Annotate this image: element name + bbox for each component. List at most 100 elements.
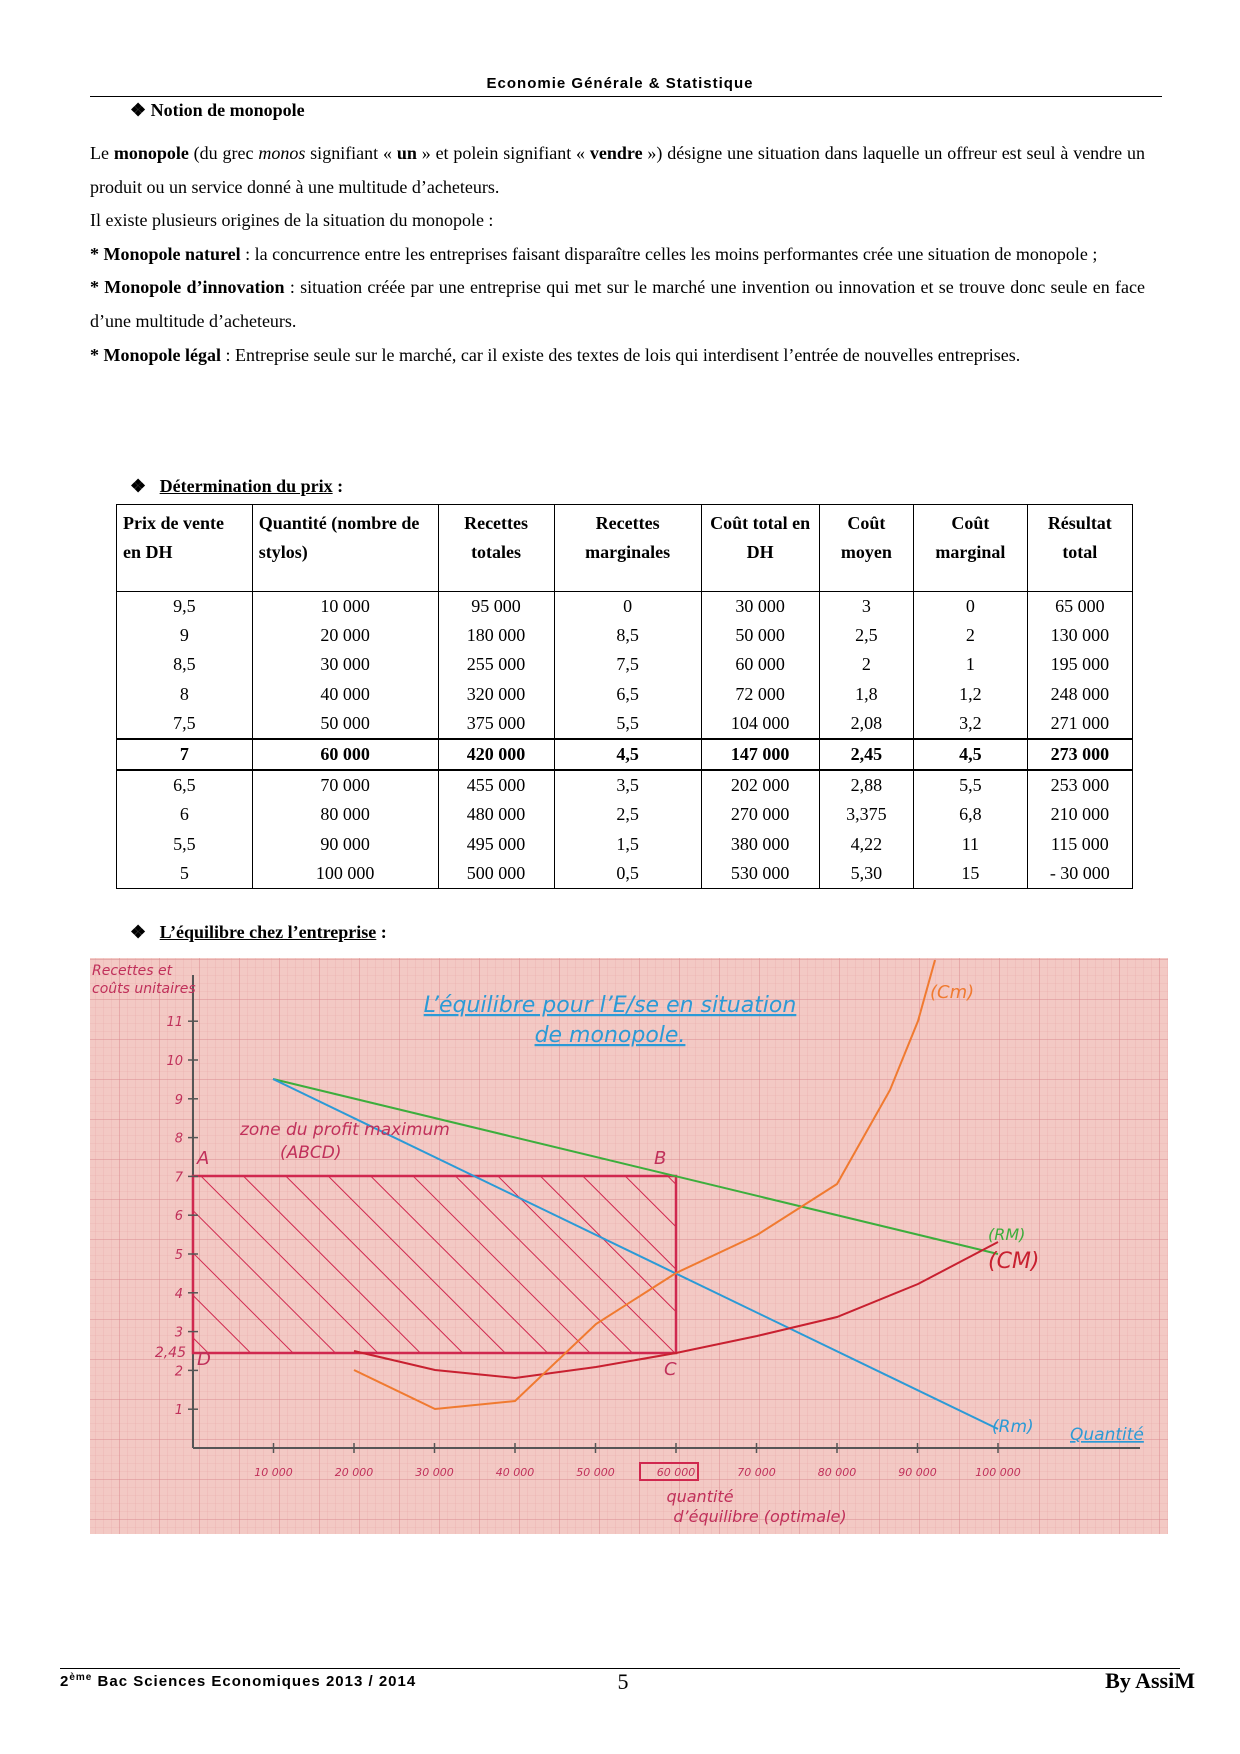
table-cell: 195 000 — [1026, 650, 1134, 680]
text: Le — [90, 143, 114, 163]
section-title: ❖ L’équilibre chez l’entreprise : — [130, 922, 387, 943]
table-cell: 9 — [116, 621, 253, 651]
table-cell: 7,5 — [553, 650, 702, 680]
table-cell: 30 000 — [700, 591, 820, 622]
graph-title: L’équilibre pour l’E/se en situation — [424, 993, 797, 1018]
table-cell: 8,5 — [553, 621, 702, 651]
equilibrium-box — [639, 1462, 699, 1481]
point-label: A — [196, 1148, 209, 1169]
x-tick-label: 50 000 — [576, 1466, 615, 1479]
table-cell: 7,5 — [116, 708, 253, 739]
table-cell: 147 000 — [700, 737, 820, 772]
table-cell: - 30 000 — [1026, 858, 1134, 889]
cm-marginal-curve — [353, 959, 936, 1411]
table-cell: 3,5 — [553, 770, 702, 801]
y-tick-label: 4 — [175, 1287, 183, 1302]
table-cell: 6 — [116, 800, 253, 830]
table-cell: 5,5 — [553, 708, 702, 739]
y-tick-label: 11 — [166, 1015, 183, 1030]
table-cell: 202 000 — [700, 770, 820, 801]
x-tick-label: 20 000 — [335, 1466, 374, 1479]
text: ème — [69, 1672, 93, 1683]
section-title: ❖ Détermination du prix : — [130, 476, 343, 497]
profit-zone — [191, 1174, 678, 1355]
table-cell: 4,22 — [818, 829, 915, 859]
table-row: 8 40 000 320 000 6,5 72 000 1,8 1,2 248 000 — [116, 679, 1134, 709]
x-axis-label: Quantité — [1070, 1425, 1144, 1445]
curve-label: (CM) — [988, 1249, 1040, 1274]
table-row: 9,5 10 000 95 000 0 30 000 3 0 65 000 — [116, 591, 1134, 622]
table-cell: 210 000 — [1026, 800, 1134, 830]
table-cell: 60 000 — [251, 737, 439, 772]
x-tick-label: 40 000 — [496, 1466, 535, 1479]
table-cell: 4,5 — [913, 737, 1028, 772]
y-tick-label: 7 — [175, 1170, 184, 1185]
table-cell: 6,5 — [116, 770, 253, 801]
footer-right: By AssiM — [1105, 1668, 1195, 1693]
table-cell: 6,5 — [553, 679, 702, 709]
table-cell: 530 000 — [700, 858, 820, 889]
table-cell: 0 — [553, 591, 702, 622]
table-cell: 8 — [116, 679, 253, 709]
text: signifiant « — [305, 143, 397, 163]
table-cell: 104 000 — [700, 708, 820, 739]
table-cell: 50 000 — [251, 708, 439, 739]
equilibrium-label: quantité — [666, 1487, 733, 1506]
x-tick-label: 10 000 — [254, 1466, 293, 1479]
body-text: Le monopole (du grec monos signifiant « … — [90, 137, 1145, 372]
header-title: Economie Générale & Statistique — [486, 75, 754, 92]
rm-average-curve — [272, 1078, 999, 1255]
table-cell: 65 000 — [1026, 591, 1134, 622]
text: Détermination du prix — [159, 476, 333, 496]
y-tick-label: 2 — [175, 1364, 183, 1379]
table-cell: 480 000 — [437, 800, 555, 830]
y-tick-label: 3 — [175, 1326, 183, 1341]
table-cell: 3,375 — [818, 800, 915, 830]
table-cell: 1,2 — [913, 679, 1028, 709]
text: : — [376, 922, 387, 942]
table-cell: 255 000 — [437, 650, 555, 680]
table-row: 8,5 30 000 255 000 7,5 60 000 2 1 195 000 — [116, 650, 1134, 680]
term: * Monopole légal — [90, 344, 221, 365]
header-rule — [90, 96, 1162, 97]
table-cell: 40 000 — [251, 679, 439, 709]
table-cell: 0,5 — [553, 858, 702, 889]
table-cell: 3,2 — [913, 708, 1028, 739]
y-tick-label: 10 — [166, 1054, 183, 1069]
table-cell: 5,5 — [116, 829, 253, 859]
table-cell: 2,45 — [818, 737, 915, 772]
text: : Entreprise seule sur le marché, car il… — [221, 344, 1021, 365]
table-body: 9,5 10 000 95 000 0 30 000 3 0 65 000 9 20 000 180… — [116, 591, 1134, 889]
table-row: 9 20 000 180 000 8,5 50 000 2,5 2 130 000 — [116, 621, 1134, 651]
point-label: B — [654, 1148, 666, 1169]
table-cell: 273 000 — [1026, 737, 1134, 772]
table-cell: 115 000 — [1026, 829, 1134, 859]
y-axis-label: Recettes et — [92, 963, 173, 979]
table-cell: 0 — [913, 591, 1028, 622]
column-header: Quantité (nombre de stylos) — [251, 504, 439, 592]
zone-label: (ABCD) — [280, 1143, 342, 1163]
term: monos — [258, 143, 306, 163]
term: * Monopole d’innovation — [90, 277, 285, 298]
table-cell: 90 000 — [251, 829, 439, 859]
x-tick-label: 90 000 — [898, 1466, 937, 1479]
table-cell: 20 000 — [251, 621, 439, 651]
text: Bac Sciences Economiques 2013 / 2014 — [92, 1673, 417, 1690]
equilibrium-label: d’équilibre (optimale) — [673, 1507, 846, 1526]
column-header: Prix de vente en DH — [116, 504, 253, 592]
text: » et polein signifiant « — [416, 143, 590, 163]
table-cell: 253 000 — [1026, 770, 1134, 801]
table-cell: 420 000 — [437, 737, 555, 772]
graph-title: de monopole. — [535, 1023, 686, 1048]
y-tick-label: 6 — [175, 1209, 183, 1224]
table-cell: 248 000 — [1026, 679, 1134, 709]
table-cell: 455 000 — [437, 770, 555, 801]
table-cell: 8,5 — [116, 650, 253, 680]
paragraph: * Monopole d’innovation : situation créé… — [90, 271, 1145, 338]
table-cell: 50 000 — [700, 621, 820, 651]
table-cell: 495 000 — [437, 829, 555, 859]
column-header: Recettes totales — [437, 504, 555, 592]
text: : — [332, 476, 344, 496]
table-cell: 320 000 — [437, 679, 555, 709]
x-tick-label: 30 000 — [415, 1466, 454, 1479]
